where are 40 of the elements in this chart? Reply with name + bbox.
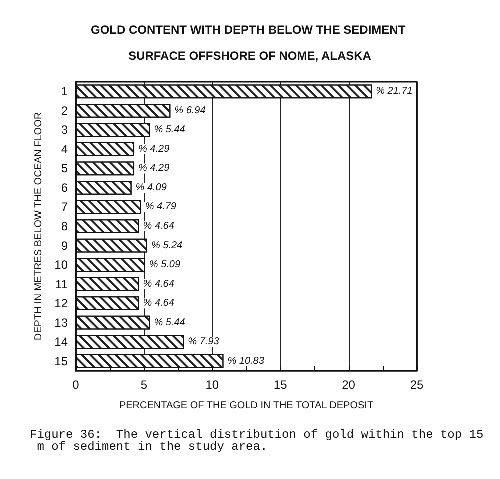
- x-tick-label: 0: [72, 378, 80, 392]
- data-label: % 4.29: [138, 163, 170, 174]
- data-label: % 10.83: [228, 356, 265, 367]
- y-tick-label: 12: [54, 296, 68, 311]
- x-tick-label: 20: [342, 378, 356, 392]
- y-tick-label: 8: [61, 220, 68, 234]
- y-tick-label: 2: [61, 104, 68, 118]
- y-tick-label: 4: [61, 142, 68, 156]
- data-label: % 5.09: [149, 260, 181, 271]
- data-label: % 5.24: [151, 240, 184, 252]
- y-axis-title: DEPTH IN METRES BELOW THE OCEAN FLOOR: [33, 112, 44, 341]
- chart-title: GOLD CONTENT WITH DEPTH BELOW THE SEDIMENT SURFACE OFFSHORE OF NOME, ALASKA: [91, 23, 409, 63]
- x-tick-label: 15: [274, 378, 288, 392]
- data-label: % 4.64: [143, 221, 175, 232]
- data-label: % 4.64: [143, 298, 175, 310]
- caption: Figure 36: The vertical distribution of gold within the top 15 m of sediment in the study area.: [30, 428, 484, 454]
- data-label: % 5.44: [154, 317, 186, 328]
- y-tick-label: 15: [54, 354, 68, 368]
- x-tick-label: 10: [206, 378, 220, 392]
- x-axis-title: PERCENTAGE OF THE GOLD IN THE TOTAL DEPOSIT: [119, 400, 374, 412]
- data-label: % 5.44: [154, 124, 186, 136]
- x-tick-label: 25: [410, 378, 424, 392]
- x-tick-label: 5: [140, 378, 148, 392]
- data-label: % 7.93: [188, 336, 220, 348]
- y-tick-label: 6: [61, 180, 68, 195]
- y-tick-label: 10: [54, 258, 68, 272]
- y-tick-label: 3: [61, 123, 68, 138]
- data-label: % 21.71: [376, 86, 413, 98]
- data-label: % 4.09: [136, 182, 168, 194]
- y-tick-label: 1: [61, 84, 68, 99]
- data-label: % 6.94: [174, 105, 206, 116]
- y-tick-label: 13: [54, 316, 68, 330]
- data-label: % 4.64: [143, 278, 175, 290]
- y-tick-label: 14: [54, 335, 68, 350]
- y-tick-label: 9: [61, 238, 68, 253]
- data-label: % 4.29: [138, 144, 170, 155]
- y-tick-label: 5: [61, 162, 68, 176]
- y-tick-label: 7: [61, 200, 68, 214]
- data-label: % 4.79: [145, 202, 177, 213]
- y-tick-label: 11: [56, 277, 68, 292]
